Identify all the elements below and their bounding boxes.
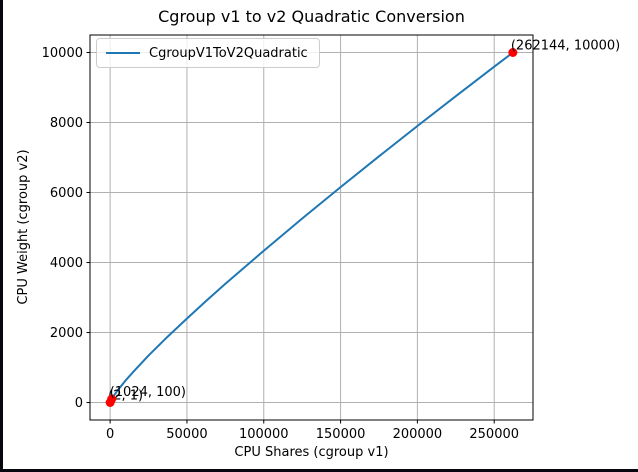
x-tick-label: 150000 bbox=[316, 427, 366, 442]
annotation-label: (1024, 100) bbox=[110, 385, 186, 400]
data-point-marker bbox=[508, 48, 518, 58]
window-frame-left bbox=[0, 0, 3, 472]
legend-line-sample-icon bbox=[106, 52, 140, 54]
legend: CgroupV1ToV2Quadratic bbox=[96, 38, 320, 68]
series-line bbox=[109, 51, 514, 404]
x-tick-label: 250000 bbox=[469, 427, 519, 442]
x-tick-label: 50000 bbox=[166, 427, 207, 442]
annotation-label: (2, 1) bbox=[108, 388, 143, 403]
data-point-marker bbox=[107, 394, 117, 404]
y-tick-label: 2000 bbox=[50, 326, 83, 341]
window-frame-bottom bbox=[0, 469, 638, 472]
annotation-label: (262144, 10000) bbox=[511, 39, 620, 54]
x-axis-label: CPU Shares (cgroup v1) bbox=[234, 445, 389, 460]
y-tick-label: 4000 bbox=[50, 256, 83, 271]
plot-border bbox=[89, 34, 534, 421]
legend-label: CgroupV1ToV2Quadratic bbox=[149, 45, 308, 61]
y-tick-label: 6000 bbox=[50, 186, 83, 201]
x-tick-label: 0 bbox=[106, 427, 114, 442]
x-tick-label: 100000 bbox=[239, 427, 289, 442]
y-axis-label: CPU Weight (cgroup v2) bbox=[16, 149, 31, 305]
x-tick-label: 200000 bbox=[393, 427, 443, 442]
y-tick-label: 8000 bbox=[50, 116, 83, 131]
y-tick-label: 0 bbox=[75, 396, 83, 411]
chart-title: Cgroup v1 to v2 Quadratic Conversion bbox=[158, 7, 465, 26]
y-tick-label: 10000 bbox=[42, 46, 83, 61]
